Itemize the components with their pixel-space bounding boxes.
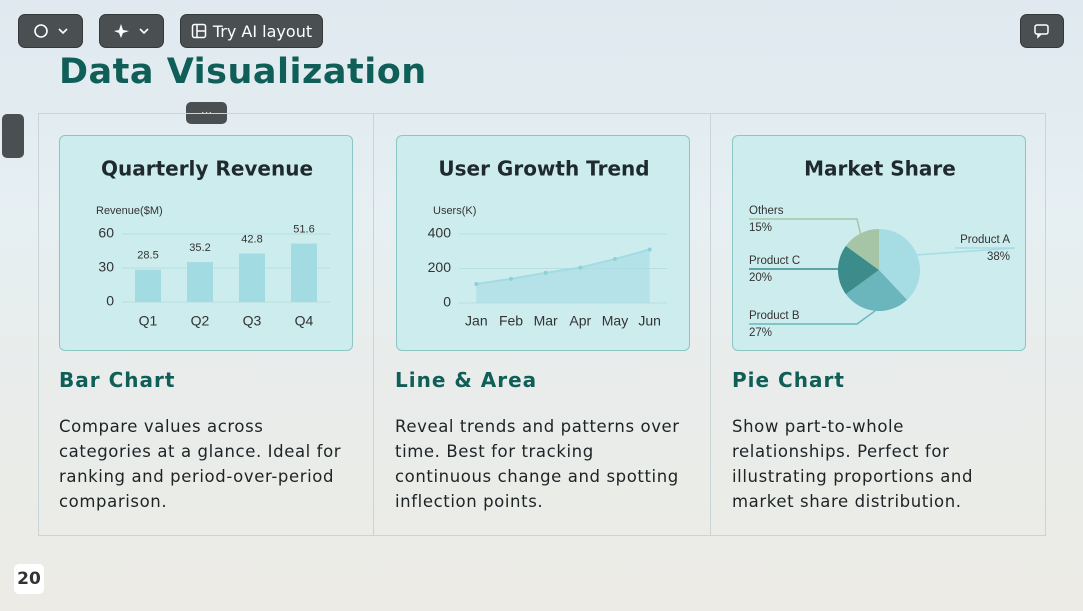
card-description: Compare values across categories at a gl… bbox=[59, 417, 342, 511]
slice-value-label: 27% bbox=[749, 327, 772, 339]
x-tick-label: Q1 bbox=[139, 313, 158, 329]
value-label: 42.8 bbox=[241, 233, 262, 245]
x-tick-label: Q4 bbox=[295, 313, 314, 329]
value-label: 51.6 bbox=[293, 223, 314, 235]
card-heading: Line & Area bbox=[395, 368, 538, 392]
x-tick-label: Jan bbox=[465, 313, 488, 329]
pie-slice bbox=[845, 229, 879, 270]
x-tick-label: Jun bbox=[638, 313, 661, 329]
point bbox=[543, 270, 548, 275]
magic-icon bbox=[113, 24, 149, 38]
point bbox=[474, 282, 479, 287]
y-tick-label: 400 bbox=[428, 225, 452, 241]
point bbox=[613, 257, 617, 262]
line bbox=[476, 248, 650, 286]
slide-title: Data Visualization bbox=[59, 52, 427, 92]
chart: Quarterly Revenue Revenue($M) 0 30 60 28.5 Q1 3… bbox=[96, 157, 330, 329]
point bbox=[509, 276, 513, 281]
point bbox=[647, 247, 652, 252]
slice-value-label: 20% bbox=[749, 272, 772, 284]
x-tick-label: Mar bbox=[534, 313, 558, 329]
chart: User Growth Trend Users(K) 0 200 400 Jan Feb Ma… bbox=[428, 157, 667, 329]
pie-slice bbox=[838, 245, 879, 295]
value-label: 35.2 bbox=[189, 242, 210, 254]
card-heading: Bar Chart bbox=[59, 368, 176, 392]
bar bbox=[187, 262, 213, 302]
column-separator bbox=[710, 113, 711, 536]
value-label: 28.5 bbox=[137, 250, 158, 262]
theme-button[interactable] bbox=[18, 14, 83, 48]
comment-icon bbox=[1034, 24, 1049, 39]
point bbox=[578, 265, 583, 270]
bar bbox=[239, 253, 265, 302]
x-tick-label: Q2 bbox=[191, 313, 210, 329]
card-heading: Pie Chart bbox=[732, 368, 845, 392]
axis-title: Users(K) bbox=[433, 205, 476, 217]
chart-title: Market Share bbox=[804, 157, 956, 181]
ai-layout-label: Try AI layout bbox=[212, 21, 313, 41]
x-tick-label: May bbox=[602, 313, 628, 329]
column-separator bbox=[373, 113, 374, 536]
card-description: Show part-to-whole relationships. Perfec… bbox=[732, 417, 974, 511]
chart-title: Quarterly Revenue bbox=[101, 157, 313, 181]
drag-handle[interactable] bbox=[2, 114, 24, 158]
ai-layout-button[interactable]: Try AI layout bbox=[180, 14, 323, 48]
comment-button[interactable] bbox=[1020, 14, 1064, 48]
x-tick-label: Apr bbox=[569, 313, 591, 329]
layout-icon bbox=[191, 23, 207, 39]
theme-icon bbox=[33, 24, 68, 38]
leader-line bbox=[917, 247, 1016, 256]
slice-label: Product B bbox=[749, 310, 800, 322]
chart-card: Quarterly Revenue Revenue($M) 0 30 60 28.5 Q1 3… bbox=[59, 135, 353, 351]
columns-frame bbox=[38, 113, 1046, 536]
y-tick-label: 200 bbox=[428, 259, 452, 275]
slice-label: Others bbox=[749, 205, 784, 217]
slice-label: Product C bbox=[749, 255, 800, 267]
y-tick-label: 60 bbox=[98, 225, 114, 241]
chart-card: Market Share Product A 38% Product B 27% Prod… bbox=[732, 135, 1026, 351]
leader-line bbox=[749, 218, 862, 234]
leader-line bbox=[749, 310, 876, 325]
x-tick-label: Feb bbox=[499, 313, 523, 329]
leader-line bbox=[749, 268, 858, 271]
magic-button[interactable] bbox=[99, 14, 164, 48]
pie-slice bbox=[845, 270, 908, 311]
card-description: Reveal trends and patterns over time. Be… bbox=[395, 417, 680, 511]
area bbox=[476, 249, 650, 303]
page-number: 20 bbox=[14, 564, 44, 594]
slice-value-label: 15% bbox=[749, 222, 772, 234]
axis-title: Revenue($M) bbox=[96, 205, 163, 217]
y-tick-label: 0 bbox=[106, 293, 114, 309]
slice-label: Product A bbox=[960, 234, 1010, 246]
y-tick-label: 0 bbox=[443, 294, 451, 310]
chart-card: User Growth Trend Users(K) 0 200 400 Jan Feb Ma… bbox=[396, 135, 690, 351]
chart-title: User Growth Trend bbox=[438, 157, 649, 181]
bar bbox=[291, 243, 317, 302]
slice-value-label: 38% bbox=[987, 251, 1010, 263]
bar bbox=[135, 269, 161, 302]
y-tick-label: 30 bbox=[98, 259, 114, 275]
x-tick-label: Q3 bbox=[243, 313, 262, 329]
pie-slice bbox=[879, 229, 920, 300]
chart: Market Share Product A 38% Product B 27% Prod… bbox=[749, 157, 1016, 339]
